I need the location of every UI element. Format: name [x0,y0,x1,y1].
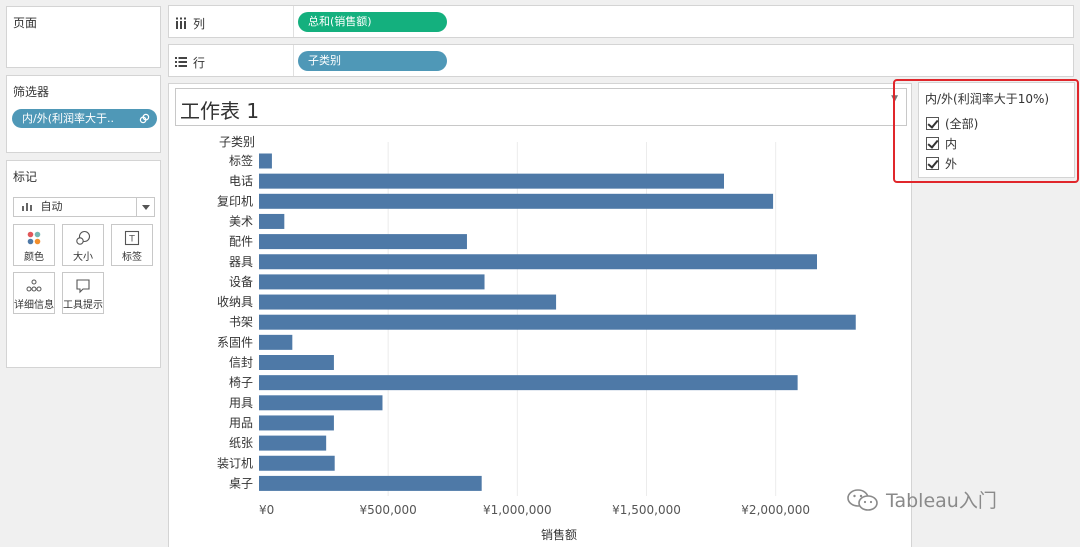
bar [259,193,774,209]
marks-card: 标记 自动 颜色 大小 T 标签 [6,160,161,368]
category-label: 纸张 [229,436,253,450]
filter-option-all[interactable]: (全部) [926,116,978,132]
bar [259,475,482,491]
watermark: Tableau入门 [846,486,997,513]
mark-type-select[interactable]: 自动 [13,197,155,217]
rows-label-text: 行 [193,56,206,70]
filter-option-outer[interactable]: 外 [926,156,957,172]
bar [259,415,334,431]
bar [259,274,485,290]
quick-filter-card: 内/外(利润率大于10%) (全部) 内 外 [918,82,1075,178]
detail-button[interactable]: 详细信息 [13,272,55,314]
size-button[interactable]: 大小 [62,224,104,266]
tooltip-icon [76,279,90,294]
shelf-divider [293,6,294,37]
filters-card: 筛选器 内/外(利润率大于.. [6,75,161,153]
detail-label: 详细信息 [14,300,54,311]
mark-type-label: 自动 [40,200,63,213]
color-button[interactable]: 颜色 [13,224,55,266]
columns-shelf[interactable]: 列 总和(销售额) [168,5,1074,38]
columns-label-text: 列 [193,17,206,31]
columns-shelf-label: 列 [175,15,205,32]
rows-shelf[interactable]: 行 子类别 [168,44,1074,77]
category-label: 信封 [229,356,253,370]
bar [259,355,334,370]
label-label: 标签 [122,252,142,263]
category-label: 收纳具 [217,295,253,309]
bar [259,153,272,169]
color-label: 颜色 [24,252,44,263]
x-tick-label: ¥0 [259,503,274,517]
row-header-label: 子类别 [219,135,255,149]
tooltip-button[interactable]: 工具提示 [62,272,104,314]
filter-option-inner[interactable]: 内 [926,136,957,152]
svg-text:T: T [128,235,135,245]
pages-card: 页面 [6,6,161,68]
category-label: 桌子 [229,476,253,490]
bar [259,314,856,330]
filters-title: 筛选器 [13,85,50,99]
x-tick-label: ¥500,000 [360,503,417,517]
bar [259,294,557,310]
checkbox-all[interactable] [926,117,939,130]
quick-filter-title: 内/外(利润率大于10%) [925,92,1050,106]
bar [259,234,467,250]
filter-option-outer-label: 外 [945,157,958,171]
filter-option-all-label: (全部) [945,117,979,131]
subcategory-pill[interactable]: 子类别 [298,51,447,71]
category-label: 标签 [229,153,253,168]
filter-pill-label: 内/外(利润率大于.. [22,112,114,125]
shelf-divider [293,45,294,76]
filter-pill[interactable]: 内/外(利润率大于.. [12,109,157,128]
bar [259,455,335,471]
watermark-text: Tableau入门 [886,490,997,512]
bar [259,173,724,189]
filter-option-inner-label: 内 [945,137,958,151]
bar-chart-icon [22,203,32,211]
sales-sum-pill[interactable]: 总和(销售额) [298,12,447,32]
category-label: 配件 [229,235,253,249]
marks-title: 标记 [13,170,38,184]
bar-chart: 子类别标签电话复印机美术配件器具设备收纳具书架系固件信封椅子用具用品纸张装订机桌… [217,135,856,542]
checkbox-outer[interactable] [926,157,939,170]
checkbox-inner[interactable] [926,137,939,150]
category-label: 椅子 [229,376,253,390]
x-tick-label: ¥2,000,000 [741,503,810,517]
category-label: 器具 [229,255,253,269]
detail-icon [26,279,42,292]
sheet-title: 工作表 1 [180,99,260,123]
bar [259,395,383,411]
category-label: 用品 [229,416,253,430]
x-axis-title: 销售额 [541,527,577,542]
view-area: 工作表 1 ▼ 子类别 标签 电话 复印机 美术 配件 器具 设备 收纳具 书架 系固件 信封 椅子 用具… [168,83,912,547]
category-label: 电话 [229,174,253,188]
x-tick-label: ¥1,500,000 [612,503,681,517]
size-icon [76,230,91,245]
bar [259,254,817,270]
category-label: 设备 [229,275,253,289]
columns-icon [176,17,186,29]
tooltip-label: 工具提示 [63,300,103,311]
bar [259,213,285,229]
category-label: 用具 [229,396,253,410]
bar [259,334,293,350]
x-tick-label: ¥1,000,000 [483,503,552,517]
color-icon [27,231,41,245]
chevron-down-icon[interactable] [136,198,154,216]
category-label: 装订机 [217,456,253,470]
rows-shelf-label: 行 [175,54,205,71]
label-button[interactable]: T 标签 [111,224,153,266]
category-label: 美术 [229,214,253,228]
link-icon [139,113,150,124]
wechat-icon [847,489,878,511]
category-label: 复印机 [217,194,253,208]
pages-title: 页面 [13,16,38,30]
label-icon: T [124,230,140,246]
bar [259,435,327,451]
category-label: 系固件 [217,335,253,349]
size-label: 大小 [73,252,93,263]
bar [259,375,798,391]
rows-icon [175,57,187,67]
category-label: 书架 [229,315,253,329]
